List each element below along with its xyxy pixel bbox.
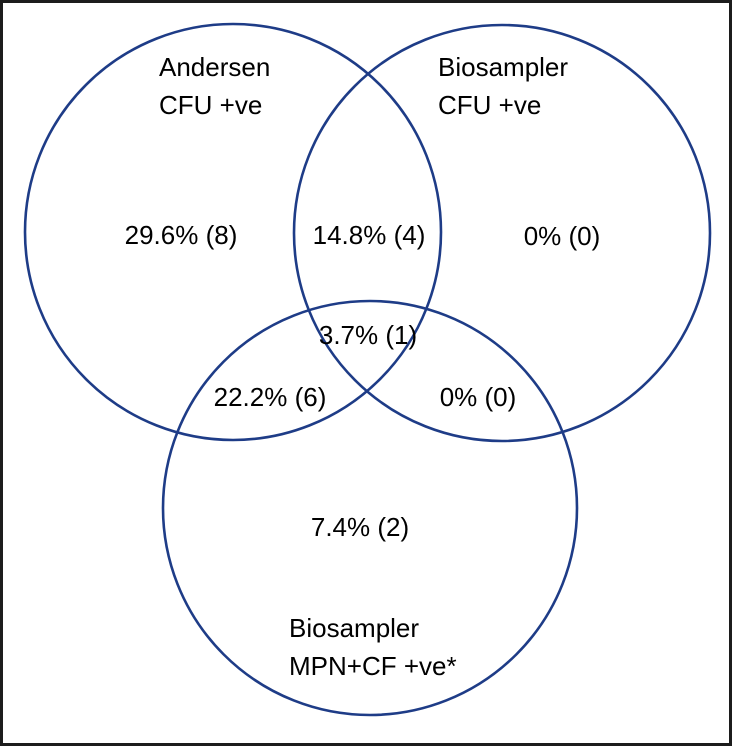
biosampler-mpn-label-line1: Biosampler <box>289 613 420 643</box>
region-value-all-three: 3.7% (1) <box>318 320 418 350</box>
region-value-andersen-only: 29.6% (8) <box>124 220 238 250</box>
andersen-cfu-label-line1: Andersen <box>159 52 271 82</box>
biosampler-mpn-label: Biosampler MPN+CF +ve* <box>289 609 457 685</box>
andersen-cfu-circle <box>23 22 443 442</box>
biosampler-cfu-circle <box>292 23 712 443</box>
region-value-biosampler-mpn-only: 7.4% (2) <box>310 512 410 542</box>
region-value-andersen-and-biosampler-cfu: 14.8% (4) <box>312 220 426 250</box>
biosampler-mpn-circle <box>161 299 579 717</box>
biosampler-mpn-label-line2: MPN+CF +ve* <box>289 651 457 681</box>
biosampler-cfu-label-line1: Biosampler <box>438 52 569 82</box>
region-value-biosampler-cfu-and-mpn: 0% (0) <box>439 382 517 412</box>
andersen-cfu-label: Andersen CFU +ve <box>159 48 270 124</box>
andersen-cfu-label-line2: CFU +ve <box>159 90 263 120</box>
region-value-andersen-and-biosampler-mpn: 22.2% (6) <box>213 382 327 412</box>
biosampler-cfu-label: Biosampler CFU +ve <box>438 48 568 124</box>
biosampler-cfu-label-line2: CFU +ve <box>438 90 542 120</box>
region-value-biosampler-cfu-only: 0% (0) <box>523 221 601 251</box>
